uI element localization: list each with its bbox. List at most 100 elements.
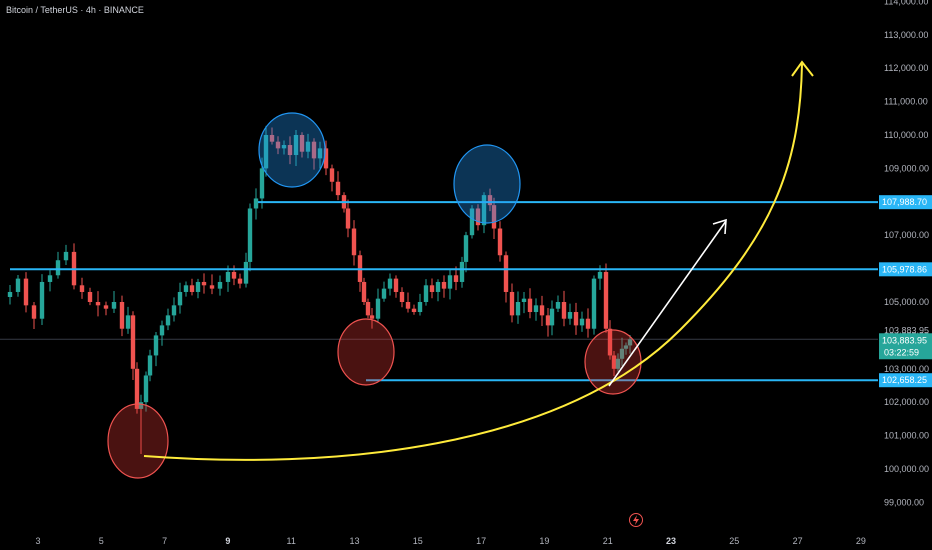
candle-body <box>475 208 481 226</box>
top-circle-left <box>258 112 326 188</box>
y-tick-label: 105,000.00 <box>884 297 929 307</box>
candle-body <box>509 291 515 316</box>
candle-body <box>561 302 567 319</box>
candle <box>567 303 573 325</box>
candle-body <box>47 275 53 282</box>
candle-body <box>627 339 633 346</box>
bottom-circle-middle <box>337 318 395 386</box>
y-tick-label: 103,000.00 <box>884 364 929 374</box>
candle-body <box>305 141 311 152</box>
candle <box>611 351 617 377</box>
x-tick-label: 25 <box>729 536 739 546</box>
candle-body <box>533 305 539 313</box>
current-price-tag <box>879 333 932 360</box>
candle <box>269 127 275 145</box>
x-tick-label: 11 <box>287 536 296 546</box>
candle-body <box>7 291 13 297</box>
candle-body <box>329 168 335 182</box>
candle <box>619 337 625 366</box>
candle <box>201 273 207 294</box>
candle <box>503 251 509 303</box>
candle-body <box>55 260 61 276</box>
candle-body <box>335 181 341 196</box>
y-tick-label: 112,000.00 <box>884 63 928 73</box>
candle-body <box>623 345 629 349</box>
candle-body <box>183 285 189 292</box>
candle <box>111 291 117 313</box>
candle-body <box>23 278 29 306</box>
x-tick-label: 27 <box>793 536 803 546</box>
candle-body <box>405 302 411 309</box>
candle <box>487 188 493 212</box>
candle <box>533 298 539 321</box>
candle-body <box>503 255 509 292</box>
x-tick-label: 5 <box>99 536 104 546</box>
candle-body <box>259 168 265 199</box>
y-tick-label: 101,000.00 <box>884 431 929 441</box>
candle <box>7 285 13 305</box>
x-tick-label: 17 <box>476 536 486 546</box>
candle <box>253 188 259 220</box>
time-axis[interactable]: 3 5 7 9 11 13 15 17 19 21 23 25 27 29 <box>35 536 865 546</box>
candle <box>305 133 311 159</box>
candle-body <box>607 328 613 356</box>
top-circle-right <box>453 144 521 224</box>
y-tick-label: 107,000.00 <box>884 230 929 240</box>
candle-body <box>15 278 21 292</box>
candle-body <box>275 141 281 149</box>
candle <box>521 292 527 314</box>
candle-body <box>491 205 497 229</box>
candle <box>287 136 293 165</box>
candle-body <box>243 261 249 284</box>
candle <box>237 273 243 289</box>
candle-body <box>417 302 423 313</box>
candle-body <box>545 315 551 326</box>
candle <box>71 243 77 290</box>
candle <box>405 292 411 313</box>
price-axis[interactable]: 99,000.00 100,000.00 101,000.00 102,000.00 1… <box>884 0 929 507</box>
cup-arc <box>143 63 803 461</box>
candle-body <box>469 208 475 236</box>
candle <box>55 251 61 279</box>
candle-body <box>87 291 93 302</box>
candle <box>549 300 555 336</box>
candle <box>475 204 481 231</box>
candle-body <box>153 335 159 356</box>
y-tick-label: 111,000.00 <box>884 97 928 107</box>
price-tag-label: 105,978.86 <box>882 264 927 274</box>
candle <box>627 335 633 354</box>
y-tick-label: 110,000.00 <box>884 130 928 140</box>
candle-body <box>217 281 223 289</box>
candle <box>515 291 521 324</box>
candle <box>607 320 613 360</box>
candle-body <box>549 308 555 326</box>
candle <box>375 288 381 323</box>
x-tick-label: 9 <box>225 536 230 546</box>
candle <box>147 349 153 382</box>
candle <box>539 295 545 326</box>
price-tag <box>879 262 932 277</box>
candle <box>481 192 487 234</box>
candle-body <box>147 355 153 376</box>
annotations <box>107 60 814 527</box>
candle <box>423 279 429 306</box>
candle <box>15 274 21 297</box>
candle-body <box>447 275 453 289</box>
projection-arrow <box>608 220 727 387</box>
candle-body <box>453 275 459 282</box>
candles <box>7 125 633 454</box>
candle-body <box>177 291 183 306</box>
candle <box>387 273 393 296</box>
candle-body <box>463 235 469 262</box>
candle-body <box>209 285 215 289</box>
candle <box>393 275 399 298</box>
arc-arrowhead <box>791 60 814 77</box>
candle-body <box>247 208 253 262</box>
y-tick-label: 109,000.00 <box>884 163 929 173</box>
bottom-circle-left <box>107 403 169 479</box>
candle <box>275 136 281 155</box>
candle-body <box>585 318 591 329</box>
candle-body <box>31 305 37 319</box>
candle-body <box>171 305 177 316</box>
